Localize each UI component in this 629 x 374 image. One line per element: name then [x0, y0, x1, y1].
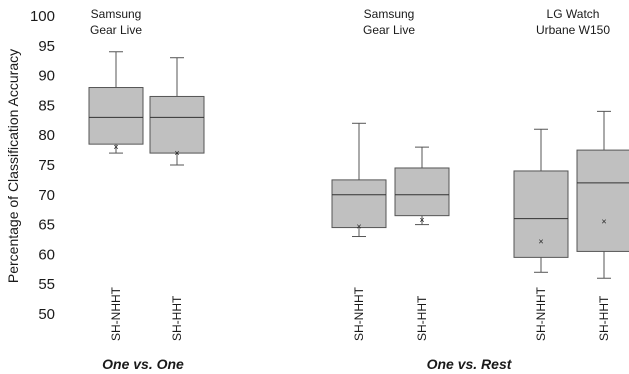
iqr-box	[88, 87, 144, 145]
y-tick-label: 70	[38, 187, 55, 204]
category-label: SH-NHHT	[534, 286, 548, 341]
iqr-box	[149, 95, 205, 154]
iqr-box	[576, 149, 629, 252]
y-tick-label: 65	[38, 217, 55, 234]
mean-marker: ×	[601, 217, 606, 227]
group-label: Samsung Gear Live	[90, 7, 142, 37]
iqr-box	[513, 170, 569, 258]
category-label: SH-HHT	[170, 295, 184, 341]
y-tick-label: 95	[38, 38, 55, 55]
y-tick-label: 75	[38, 157, 55, 174]
section-label: One vs. One	[102, 356, 184, 372]
box-sh-hht: × SH-HHT	[394, 146, 450, 341]
y-axis-label: Percentage of Classification Accuracy	[5, 49, 21, 283]
iqr-box	[394, 167, 450, 217]
box-sh-nhht: × SH-NHHT	[88, 51, 144, 341]
section-labels: One vs. One One vs. Rest	[102, 356, 513, 372]
category-label: SH-NHHT	[109, 286, 123, 341]
y-tick-label: 80	[38, 127, 55, 144]
group-label: Samsung Gear Live	[363, 7, 415, 37]
y-axis: 50 55 60 65 70 75 80 85 90 95 100	[30, 8, 55, 323]
box-group: Samsung Gear Live × SH-NHHT × SH-HHT	[88, 7, 205, 341]
box-sh-hht: × SH-HHT	[149, 57, 205, 341]
y-tick-label: 55	[38, 276, 55, 293]
category-label: SH-HHT	[415, 295, 429, 341]
y-tick-label: 60	[38, 246, 55, 263]
group-label: LG Watch Urbane W150	[536, 7, 610, 37]
box-sh-nhht: × SH-NHHT	[513, 128, 569, 341]
category-label: SH-HHT	[597, 295, 611, 341]
box-sh-nhht: × SH-NHHT	[331, 122, 387, 341]
box-group: LG Watch Urbane W150 × SH-NHHT × SH-HHT	[513, 7, 629, 341]
y-tick-label: 90	[38, 68, 55, 85]
mean-marker: ×	[356, 221, 361, 231]
y-tick-label: 100	[30, 8, 55, 25]
mean-marker: ×	[113, 142, 118, 152]
section-label: One vs. Rest	[427, 356, 513, 372]
box-group: Samsung Gear Live × SH-NHHT × SH-HHT	[331, 7, 450, 341]
mean-marker: ×	[419, 215, 424, 225]
mean-marker: ×	[538, 236, 543, 246]
iqr-box	[331, 179, 387, 229]
category-label: SH-NHHT	[352, 286, 366, 341]
box-sh-hht: × SH-HHT	[576, 110, 629, 341]
y-tick-label: 85	[38, 97, 55, 114]
y-tick-label: 50	[38, 306, 55, 323]
mean-marker: ×	[174, 148, 179, 158]
